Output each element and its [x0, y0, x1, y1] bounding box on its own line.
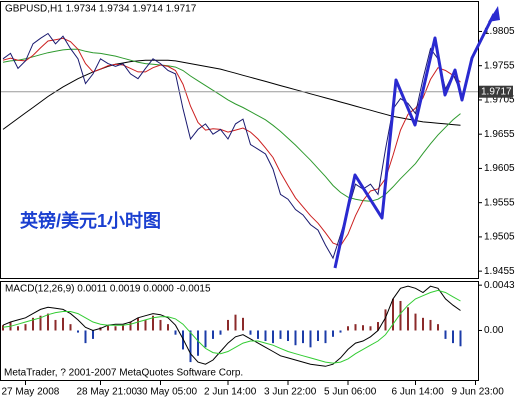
histogram-bar [212, 330, 214, 339]
x-tick-label: 30 May 05:00 [137, 387, 198, 398]
y-tick-label: 1.9455 [484, 266, 515, 277]
y-tick-label: 1.9805 [484, 26, 515, 37]
histogram-bar [84, 330, 87, 344]
histogram-bar [62, 317, 64, 331]
histogram-bar [407, 307, 409, 331]
histogram-bar [197, 330, 199, 356]
y-tick-label: 1.9655 [484, 129, 515, 140]
histogram-bar [422, 317, 424, 331]
histogram-bar [392, 298, 394, 331]
histogram-bar [144, 319, 147, 331]
histogram-bar [234, 314, 237, 331]
histogram-bar [437, 324, 439, 331]
histogram-bar [92, 330, 94, 339]
macd-title: MACD(12,26,9) 0.0011 0.0019 0.0000 -0.00… [5, 284, 211, 295]
macd-panel-border [0, 281, 479, 381]
series-line [2, 32, 461, 260]
x-tick-label: 2 Jun 14:00 [204, 387, 257, 398]
price-label: 1.9717 [481, 86, 512, 97]
histogram-bar [242, 317, 244, 331]
histogram-bar [429, 319, 432, 331]
histogram-bar [332, 330, 334, 337]
histogram-bar [174, 330, 177, 335]
histogram-bar [114, 326, 117, 331]
y-tick-label: 1.9755 [484, 60, 515, 71]
histogram-bar [414, 313, 417, 331]
x-tick-label: 28 May 21:00 [77, 387, 138, 398]
footer: MetaTrader, ? 2001-2007 MetaQuotes Softw… [4, 368, 243, 379]
histogram-bar [272, 330, 274, 344]
histogram-bar [324, 330, 327, 344]
histogram-bar [459, 330, 462, 347]
histogram-bar [264, 330, 267, 342]
y-tick-label: 0.0043 [484, 280, 515, 291]
series-line [2, 289, 461, 364]
histogram-bar [309, 330, 312, 348]
histogram-bar [452, 330, 454, 344]
histogram-bar [257, 330, 259, 339]
histogram-bar [32, 317, 34, 331]
histogram-bar [107, 325, 109, 331]
histogram-bar [137, 317, 139, 331]
marks: 1.94551.95051.95551.96051.96551.97051.97… [1, 26, 515, 398]
y-tick-label: 1.9705 [484, 95, 515, 106]
chart-title: GBPUSD,H1 1.9734 1.9734 1.9714 1.9717 [5, 4, 197, 15]
histogram-bar [287, 330, 289, 342]
arrow-head [488, 6, 500, 22]
histogram-bar [69, 324, 72, 331]
y-tick-label: 0.00 [484, 325, 504, 336]
y-tick-label: 1.9555 [484, 197, 515, 208]
annotation: 英镑/美元1小时图 [19, 210, 161, 231]
histogram-bar [384, 309, 387, 331]
x-tick-label: 5 Jun 06:00 [324, 387, 377, 398]
main-panel-border [0, 1, 479, 279]
histogram-bar [189, 330, 192, 363]
histogram-bar [204, 330, 207, 348]
histogram-bar [122, 325, 124, 331]
hand-drawn-zigzag [333, 13, 496, 269]
histogram-bar [444, 330, 447, 339]
histogram-bar [129, 322, 132, 331]
series-line [2, 59, 461, 130]
histogram-bar [17, 326, 19, 331]
x-tick-label: 6 Jun 14:00 [392, 387, 445, 398]
histogram-bar [317, 330, 319, 342]
y-tick-label: 1.9505 [484, 232, 515, 243]
histogram-bar [294, 330, 297, 346]
histogram-bar [54, 319, 57, 331]
x-tick-label: 3 Jun 22:00 [264, 387, 317, 398]
histogram-bar [24, 324, 27, 331]
histogram-bar [347, 326, 349, 331]
histogram-bar [399, 300, 402, 331]
histogram-bar [77, 330, 79, 333]
histogram-bar [354, 324, 357, 331]
histogram-bar [362, 325, 364, 331]
series-line [2, 285, 461, 367]
histogram-bar [369, 326, 372, 331]
histogram-bar [339, 330, 342, 333]
histogram-bar [39, 315, 42, 331]
histogram-bar [159, 319, 162, 331]
histogram-bar [2, 325, 4, 331]
histogram-bar [152, 315, 154, 331]
histogram-bar [47, 313, 49, 331]
histogram-bar [249, 330, 252, 335]
histogram-bar [377, 322, 379, 331]
x-tick-label: 9 Jun 23:00 [452, 387, 505, 398]
histogram-bar [279, 330, 282, 339]
x-tick-label: 27 May 2008 [2, 387, 60, 398]
price-label-box [479, 85, 513, 98]
histogram-bar [302, 330, 304, 344]
histogram-bar [219, 330, 222, 335]
y-tick-label: 1.9605 [484, 163, 515, 174]
histogram-bar [167, 324, 169, 331]
histogram-bar [227, 319, 229, 331]
